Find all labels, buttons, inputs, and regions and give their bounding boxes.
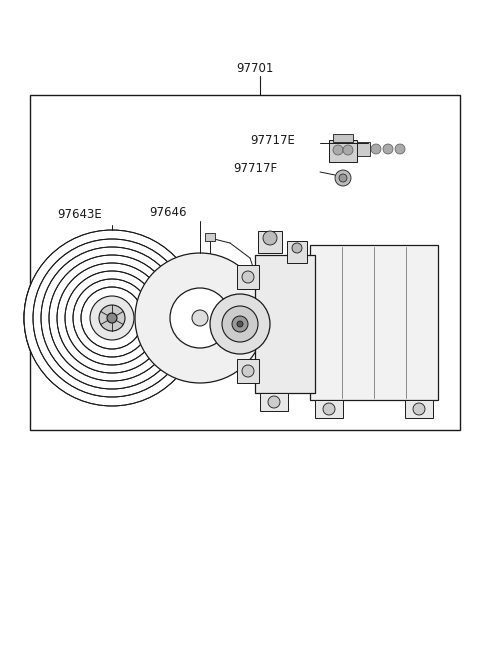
Circle shape — [24, 230, 200, 406]
Bar — [30, 95, 460, 430]
Circle shape — [242, 365, 254, 377]
Circle shape — [192, 310, 208, 326]
Bar — [205, 233, 215, 241]
Bar — [405, 400, 433, 418]
Circle shape — [41, 247, 183, 389]
FancyBboxPatch shape — [366, 136, 410, 162]
Circle shape — [413, 403, 425, 415]
Circle shape — [237, 321, 243, 327]
Text: 97643E: 97643E — [58, 208, 102, 221]
Bar — [237, 359, 259, 383]
Circle shape — [210, 294, 270, 354]
Circle shape — [343, 145, 353, 155]
Circle shape — [339, 174, 347, 182]
Circle shape — [333, 145, 343, 155]
Circle shape — [335, 170, 351, 186]
Circle shape — [24, 230, 200, 406]
Text: 97717E: 97717E — [250, 134, 295, 147]
Bar — [315, 400, 343, 418]
Text: 97717F: 97717F — [233, 162, 277, 174]
Circle shape — [99, 305, 125, 331]
Bar — [310, 245, 438, 400]
Polygon shape — [373, 132, 403, 138]
Circle shape — [222, 306, 258, 342]
Circle shape — [242, 271, 254, 283]
Circle shape — [268, 396, 280, 408]
Circle shape — [65, 271, 159, 365]
Circle shape — [73, 279, 151, 357]
Text: 97701: 97701 — [236, 62, 274, 75]
Circle shape — [232, 316, 248, 332]
Circle shape — [292, 243, 302, 253]
Bar — [260, 393, 288, 411]
Polygon shape — [329, 162, 357, 194]
Bar — [237, 265, 259, 289]
Circle shape — [81, 287, 143, 349]
Circle shape — [263, 231, 277, 245]
Circle shape — [371, 144, 381, 154]
Bar — [356, 142, 370, 156]
Circle shape — [395, 144, 405, 154]
Circle shape — [323, 403, 335, 415]
Bar — [287, 241, 307, 263]
Bar — [333, 134, 353, 142]
Bar — [255, 255, 315, 393]
Bar — [258, 231, 282, 253]
Circle shape — [49, 255, 175, 381]
Text: 97646: 97646 — [149, 206, 187, 219]
Circle shape — [383, 144, 393, 154]
Circle shape — [57, 263, 167, 373]
Circle shape — [90, 296, 134, 340]
Circle shape — [107, 313, 117, 323]
Bar — [329, 140, 357, 162]
Circle shape — [135, 253, 265, 383]
Circle shape — [170, 288, 230, 348]
Circle shape — [33, 239, 191, 397]
